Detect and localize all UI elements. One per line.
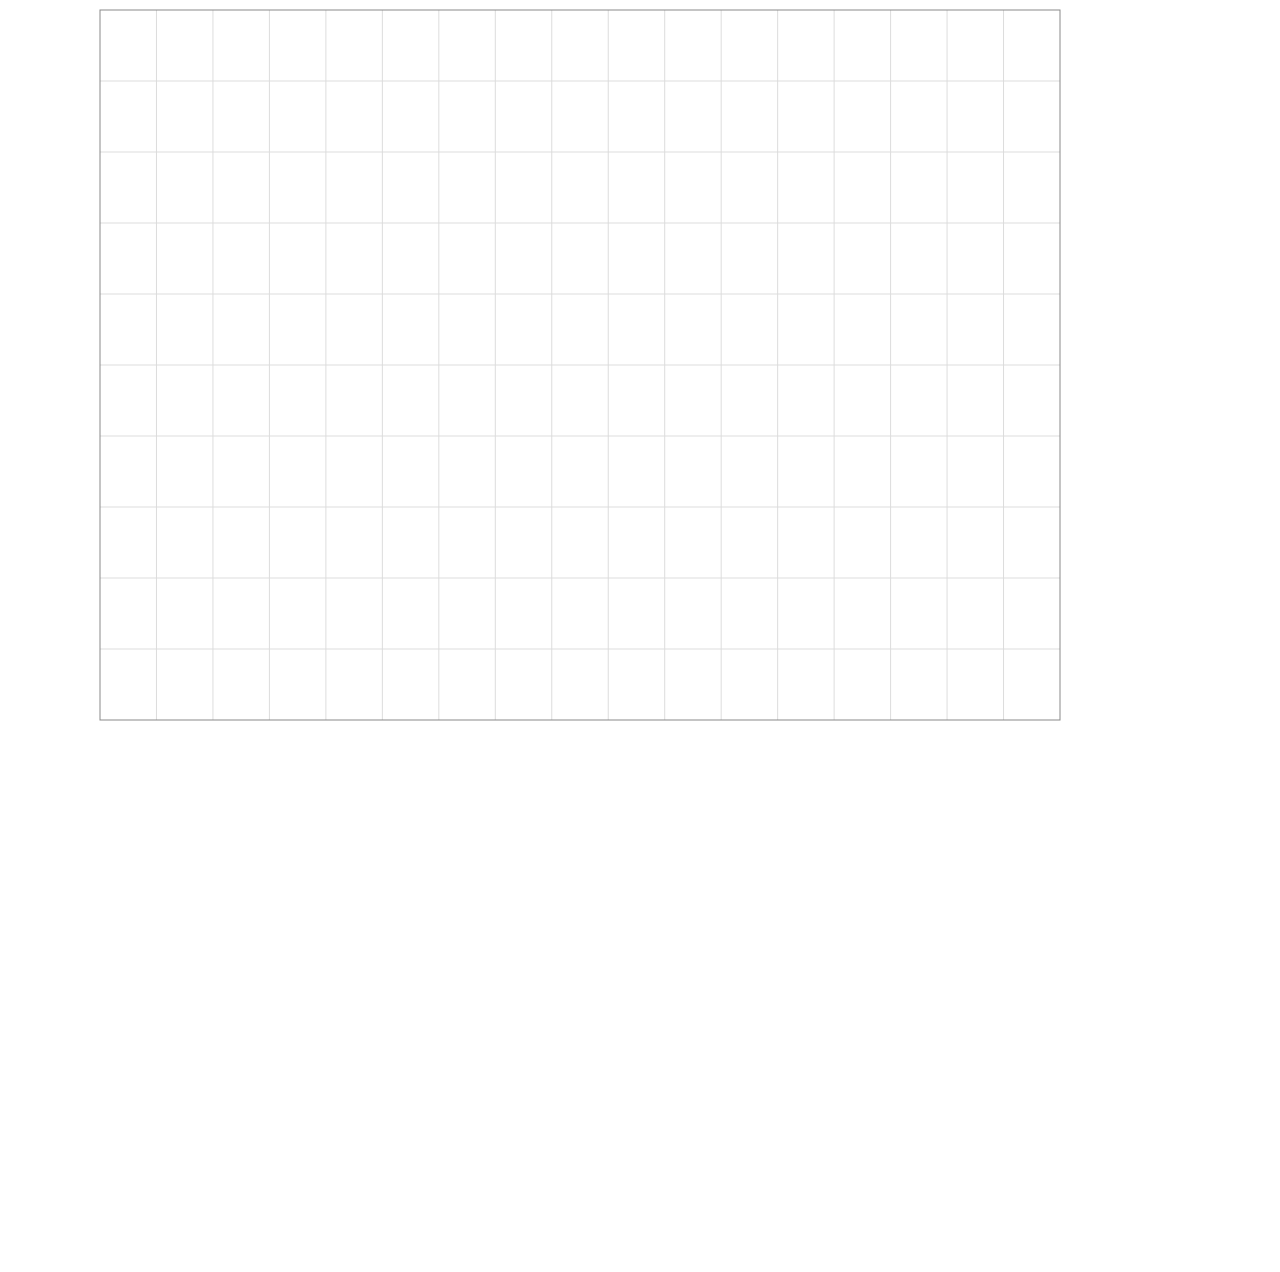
chart-container — [0, 0, 1280, 1272]
chart-svg — [0, 0, 1280, 1272]
